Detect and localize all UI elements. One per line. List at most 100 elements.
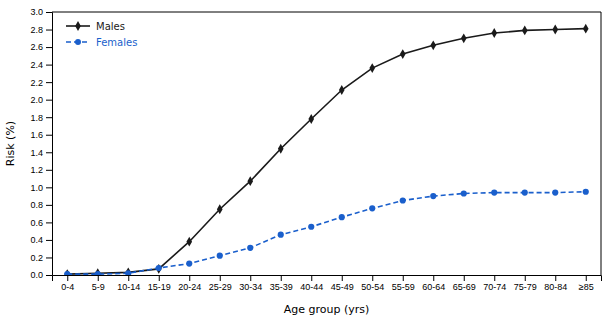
series-point (247, 245, 253, 251)
x-tick: 60-64 (422, 275, 445, 292)
y-tick-mark (46, 275, 52, 276)
y-tick-label: 2.2 (30, 78, 43, 88)
y-tick: 3.0 (30, 7, 52, 17)
series-point (64, 269, 70, 275)
y-tick-mark (46, 135, 52, 136)
series-point (278, 144, 284, 154)
x-tick: 15-19 (148, 275, 171, 292)
y-axis-title: Risk (%) (4, 121, 17, 166)
x-tick-label: ≥85 (579, 282, 594, 292)
y-tick-label: 1.6 (30, 130, 43, 140)
y-tick: 2.2 (30, 78, 52, 88)
x-tick-mark (159, 275, 160, 281)
x-tick: 40-44 (300, 275, 323, 292)
y-tick-mark (46, 65, 52, 66)
y-tick-label: 0.0 (30, 270, 43, 280)
x-tick: 55-59 (392, 275, 415, 292)
x-tick-label: 40-44 (300, 282, 323, 292)
frame-top (52, 12, 601, 13)
y-tick-mark (46, 12, 52, 13)
series-point (491, 28, 497, 38)
series-point (430, 40, 436, 50)
x-tick: 20-24 (178, 275, 201, 292)
x-tick-label: 35-39 (270, 282, 293, 292)
y-axis: 0.00.20.40.60.81.01.21.41.61.82.02.22.42… (30, 7, 52, 280)
y-tick: 1.0 (30, 183, 52, 193)
x-tick: 75-79 (514, 275, 537, 292)
chart: 0-4 5-9 10-14 15-19 20-24 25-29 30-34 35-39 40-4… (0, 0, 615, 321)
x-tick-mark (342, 275, 343, 281)
x-tick-label: 65-69 (453, 282, 476, 292)
y-tick-mark (46, 240, 52, 241)
legend: Males Females (66, 21, 137, 48)
series-point (217, 253, 223, 259)
x-axis-title: Age group (yrs) (284, 303, 370, 316)
x-tick-label: 75-79 (514, 282, 537, 292)
y-tick: 1.6 (30, 130, 52, 140)
x-tick: ≥85 (579, 275, 594, 292)
x-tick-mark (494, 275, 495, 281)
x-tick-label: 10-14 (117, 282, 140, 292)
y-tick: 1.4 (30, 148, 52, 158)
series-point (400, 197, 406, 203)
series-point (552, 190, 558, 196)
x-tick-mark (372, 275, 373, 281)
y-tick: 0.6 (30, 218, 52, 228)
series-line (67, 29, 586, 274)
y-tick: 1.2 (30, 165, 52, 175)
y-tick: 2.8 (30, 25, 52, 35)
series-point (339, 85, 345, 95)
x-tick: 0-4 (61, 275, 74, 292)
x-tick-mark (250, 275, 251, 281)
x-tick-label: 60-64 (422, 282, 445, 292)
y-tick-mark (46, 100, 52, 101)
series-point (278, 232, 284, 238)
x-tick-label: 20-24 (178, 282, 201, 292)
series-point (461, 33, 467, 43)
series-point (339, 214, 345, 220)
x-axis: 0-4 5-9 10-14 15-19 20-24 25-29 30-34 35-39 40-4… (53, 275, 602, 292)
x-tick: 25-29 (209, 275, 232, 292)
series-point (461, 190, 467, 196)
y-tick-label: 1.0 (30, 183, 43, 193)
y-tick: 1.8 (30, 113, 52, 123)
x-tick: 5-9 (92, 275, 105, 292)
x-tick: 80-84 (544, 275, 567, 292)
y-tick: 0.8 (30, 200, 52, 210)
x-tick-label: 0-4 (61, 282, 74, 292)
series-point (156, 264, 162, 274)
y-tick-mark (46, 152, 52, 153)
x-tick-mark (403, 275, 404, 281)
x-tick-label: 30-34 (239, 282, 262, 292)
legend-marker (75, 21, 81, 31)
y-tick-mark (46, 187, 52, 188)
y-axis-line (46, 13, 53, 276)
x-tick-mark (67, 275, 68, 281)
y-tick-label: 3.0 (30, 7, 43, 17)
series-point (583, 189, 589, 195)
y-tick: 0.0 (30, 270, 52, 280)
x-tick-label: 5-9 (92, 282, 105, 292)
x-tick-label: 15-19 (148, 282, 171, 292)
series-point (95, 271, 101, 275)
x-tick-label: 55-59 (392, 282, 415, 292)
series-point (125, 267, 131, 275)
x-tick-label: 50-54 (361, 282, 384, 292)
y-tick-label: 0.8 (30, 200, 43, 210)
x-tick: 10-14 (117, 275, 140, 292)
y-tick-label: 0.6 (30, 218, 43, 228)
y-tick: 2.6 (30, 42, 52, 52)
legend-label: Females (96, 37, 137, 48)
y-tick: 0.4 (30, 235, 52, 245)
y-tick-label: 0.2 (30, 253, 43, 263)
series-point (308, 224, 314, 230)
series-point (247, 176, 253, 186)
x-tick: 70-74 (483, 275, 506, 292)
legend-item: Males (66, 21, 125, 32)
series-point (217, 204, 223, 214)
y-tick-label: 0.4 (30, 235, 43, 245)
x-axis-line (53, 276, 602, 282)
y-tick-mark (46, 30, 52, 31)
x-tick-mark (189, 275, 190, 281)
x-tick-mark (311, 275, 312, 281)
